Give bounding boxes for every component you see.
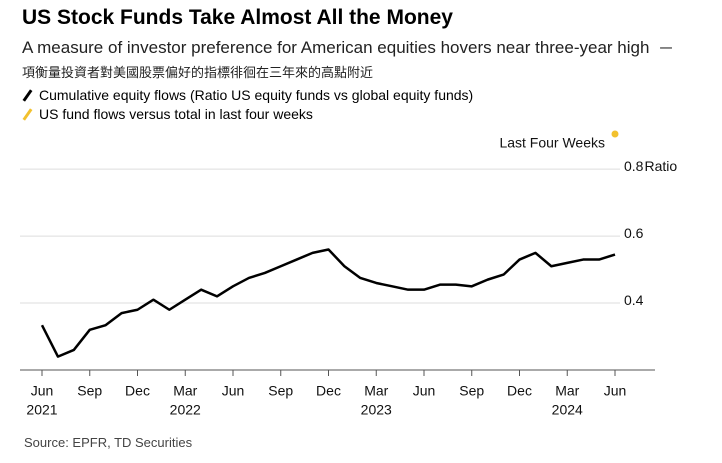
x-tick-label: Jun [31, 383, 54, 399]
x-tick-label: Mar [555, 383, 579, 399]
chart-title: US Stock Funds Take Almost All the Money [22, 6, 453, 29]
series-line [40, 248, 616, 358]
legend-swatch [22, 88, 33, 102]
x-tick-label: Sep [77, 383, 102, 399]
y-tick-label: 0.6 [624, 225, 644, 241]
last-four-weeks-dot [611, 130, 619, 138]
y-tick-label: 0.8 [624, 158, 644, 174]
source: Source: EPFR, TD Securities [24, 435, 193, 450]
x-tick-label: Mar [364, 383, 388, 399]
x-tick-label: Dec [316, 383, 341, 399]
legend-label: Cumulative equity flows (Ratio US equity… [39, 87, 474, 103]
legend-item: Cumulative equity flows (Ratio US equity… [22, 87, 682, 103]
annotation: Last Four Weeks [499, 135, 605, 151]
legend-swatch [22, 107, 33, 121]
legend-item: US fund flows versus total in last four … [22, 106, 682, 122]
x-year-label: 2022 [170, 402, 201, 418]
x-tick-label: Sep [268, 383, 293, 399]
x-year-label: 2021 [26, 402, 57, 418]
subtitle-block: A measure of investor preference for Ame… [22, 36, 682, 84]
legend-label: US fund flows versus total in last four … [39, 106, 313, 122]
subtitle-zh: 一項衡量投資者對美國股票偏好的指標徘徊在三年來的高點附近 [22, 41, 673, 80]
y-tick-label: 0.4 [624, 292, 644, 308]
x-tick-label: Sep [459, 383, 484, 399]
x-year-label: 2024 [552, 402, 583, 418]
y-axis-label: Ratio [644, 158, 677, 174]
x-tick-label: Mar [173, 383, 197, 399]
x-year-label: 2023 [361, 402, 392, 418]
x-tick-label: Jun [222, 383, 245, 399]
x-tick-label: Dec [125, 383, 150, 399]
x-tick-label: Dec [507, 383, 532, 399]
subtitle: A measure of investor preference for Ame… [22, 38, 650, 57]
header: US Stock Funds Take Almost All the Money… [22, 6, 682, 122]
x-tick-label: Jun [413, 383, 436, 399]
x-tick-label: Jun [604, 383, 627, 399]
